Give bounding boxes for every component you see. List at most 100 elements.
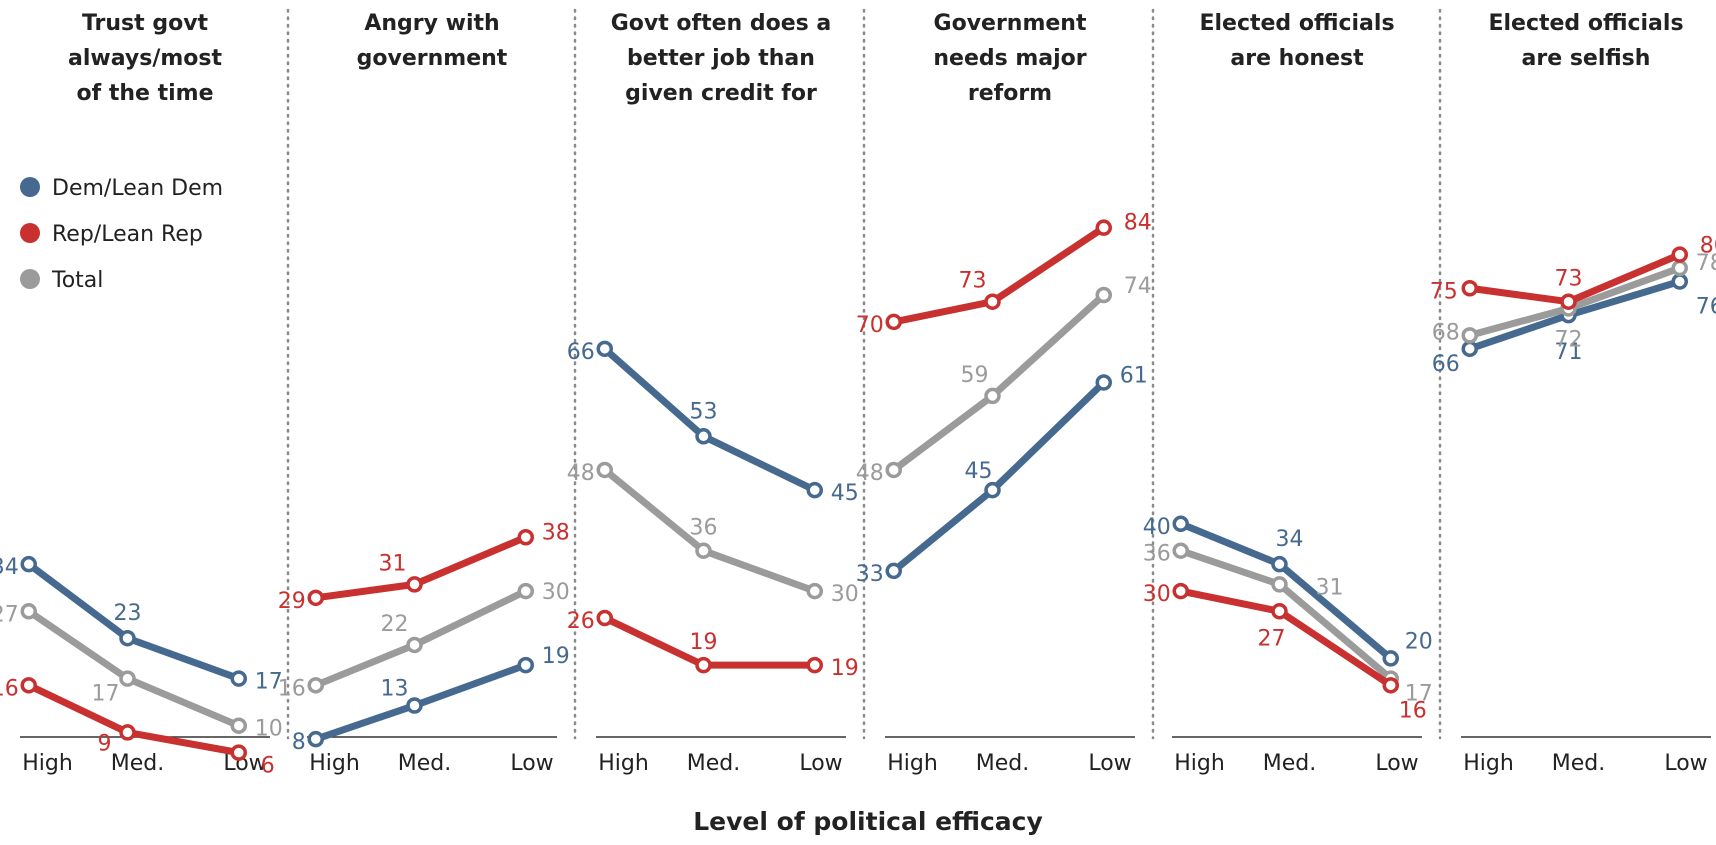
data-label: 17 [1405, 682, 1433, 707]
data-point [806, 481, 823, 499]
data-label: 30 [831, 582, 859, 607]
legend-label: Rep/Lean Rep [52, 222, 203, 247]
x-tick-label: Med. [1552, 751, 1605, 776]
data-label: 20 [1405, 629, 1433, 654]
data-label: 8 [292, 730, 306, 755]
data-label: 34 [0, 555, 19, 580]
data-label: 66 [1432, 352, 1460, 377]
data-point [1671, 259, 1688, 277]
data-point [517, 656, 534, 674]
panel-6: Elected officials are selfish High Med. Low 6… [1430, 11, 1716, 776]
data-point [406, 576, 423, 593]
panel-3: Govt often does a better job than given cr… [567, 11, 859, 776]
panel-title-line: reform [968, 81, 1052, 106]
x-tick-label: High [1174, 751, 1225, 776]
data-label: 6 [261, 754, 275, 779]
legend-item-rep: Rep/Lean Rep [20, 222, 203, 247]
data-point [119, 724, 136, 741]
panel-title-line: Govt often does a [611, 11, 832, 36]
data-label: 19 [690, 630, 718, 655]
data-label: 16 [0, 676, 19, 701]
legend-label: Total [51, 268, 103, 293]
series-line [890, 291, 1108, 474]
data-point [1671, 273, 1688, 290]
data-label: 66 [567, 340, 595, 365]
data-label: 38 [542, 520, 570, 545]
x-tick-label: Med. [398, 751, 451, 776]
data-label: 75 [1430, 279, 1458, 304]
data-label: 72 [1555, 327, 1583, 352]
series-line [25, 681, 243, 757]
panel-title-line: needs major [933, 46, 1086, 71]
data-label: 45 [965, 459, 993, 484]
x-tick-label: Med. [687, 751, 740, 776]
panel-title-line: Government [934, 11, 1087, 36]
data-point [1095, 219, 1112, 236]
data-label: 48 [567, 461, 595, 486]
series-dem [596, 340, 823, 499]
x-axis-title: Level of political efficacy [693, 807, 1043, 836]
panel-title-line: are honest [1230, 46, 1364, 71]
data-label: 29 [278, 589, 306, 614]
data-point [119, 670, 136, 687]
data-point [1271, 603, 1288, 620]
data-label: 73 [959, 269, 987, 294]
panel-title-line: always/most [68, 46, 222, 71]
data-label: 59 [961, 363, 989, 388]
x-tick-label: Med. [976, 751, 1029, 776]
x-tick-label: Low [799, 751, 842, 776]
legend-swatch [20, 223, 40, 243]
data-point [20, 677, 37, 694]
data-point [1382, 677, 1399, 694]
x-tick-label: High [887, 751, 938, 776]
legend-item-total: Total [20, 268, 103, 293]
legend-item-dem: Dem/Lean Dem [20, 176, 223, 201]
data-label: 31 [379, 551, 407, 576]
data-point [1560, 293, 1577, 310]
data-point [1095, 286, 1112, 304]
series-dem [20, 555, 247, 687]
data-label: 73 [1555, 267, 1583, 292]
data-label: 30 [542, 580, 570, 605]
series-line [1177, 587, 1395, 689]
data-point [307, 677, 324, 694]
data-point [1382, 650, 1399, 667]
data-point [596, 461, 613, 479]
series-line [312, 587, 530, 689]
series-dem [307, 656, 534, 748]
data-point [1271, 555, 1288, 573]
data-point [984, 387, 1001, 405]
data-label: 53 [690, 399, 718, 424]
data-point [596, 340, 613, 358]
data-point [119, 629, 136, 647]
series-rep [1461, 246, 1688, 310]
series-total [20, 603, 247, 734]
panel-title-line: given credit for [625, 81, 817, 106]
data-point [596, 609, 613, 627]
data-label: 17 [255, 670, 283, 695]
data-label: 48 [856, 461, 884, 486]
data-label: 17 [92, 682, 120, 707]
series-rep [885, 219, 1112, 331]
data-point [1172, 582, 1189, 600]
series-total [307, 582, 534, 694]
panel-5: Elected officials are honest High Med. Low 40… [1143, 11, 1433, 776]
data-point [517, 582, 534, 600]
series-total [885, 286, 1112, 479]
x-tick-label: Low [510, 751, 553, 776]
data-point [806, 656, 823, 674]
data-point [230, 717, 247, 734]
data-point [1271, 576, 1288, 593]
panel-title-line: of the time [76, 81, 213, 106]
panel-title-line: Elected officials [1199, 11, 1394, 36]
data-point [1172, 542, 1189, 559]
data-label: 23 [114, 601, 142, 626]
data-point [695, 428, 712, 445]
data-label: 30 [1143, 582, 1171, 607]
data-point [695, 656, 712, 674]
series-line [890, 378, 1108, 575]
x-tick-label: Low [1664, 751, 1707, 776]
x-tick-label: High [309, 751, 360, 776]
legend-label: Dem/Lean Dem [52, 176, 223, 201]
data-label: 84 [1124, 211, 1152, 236]
